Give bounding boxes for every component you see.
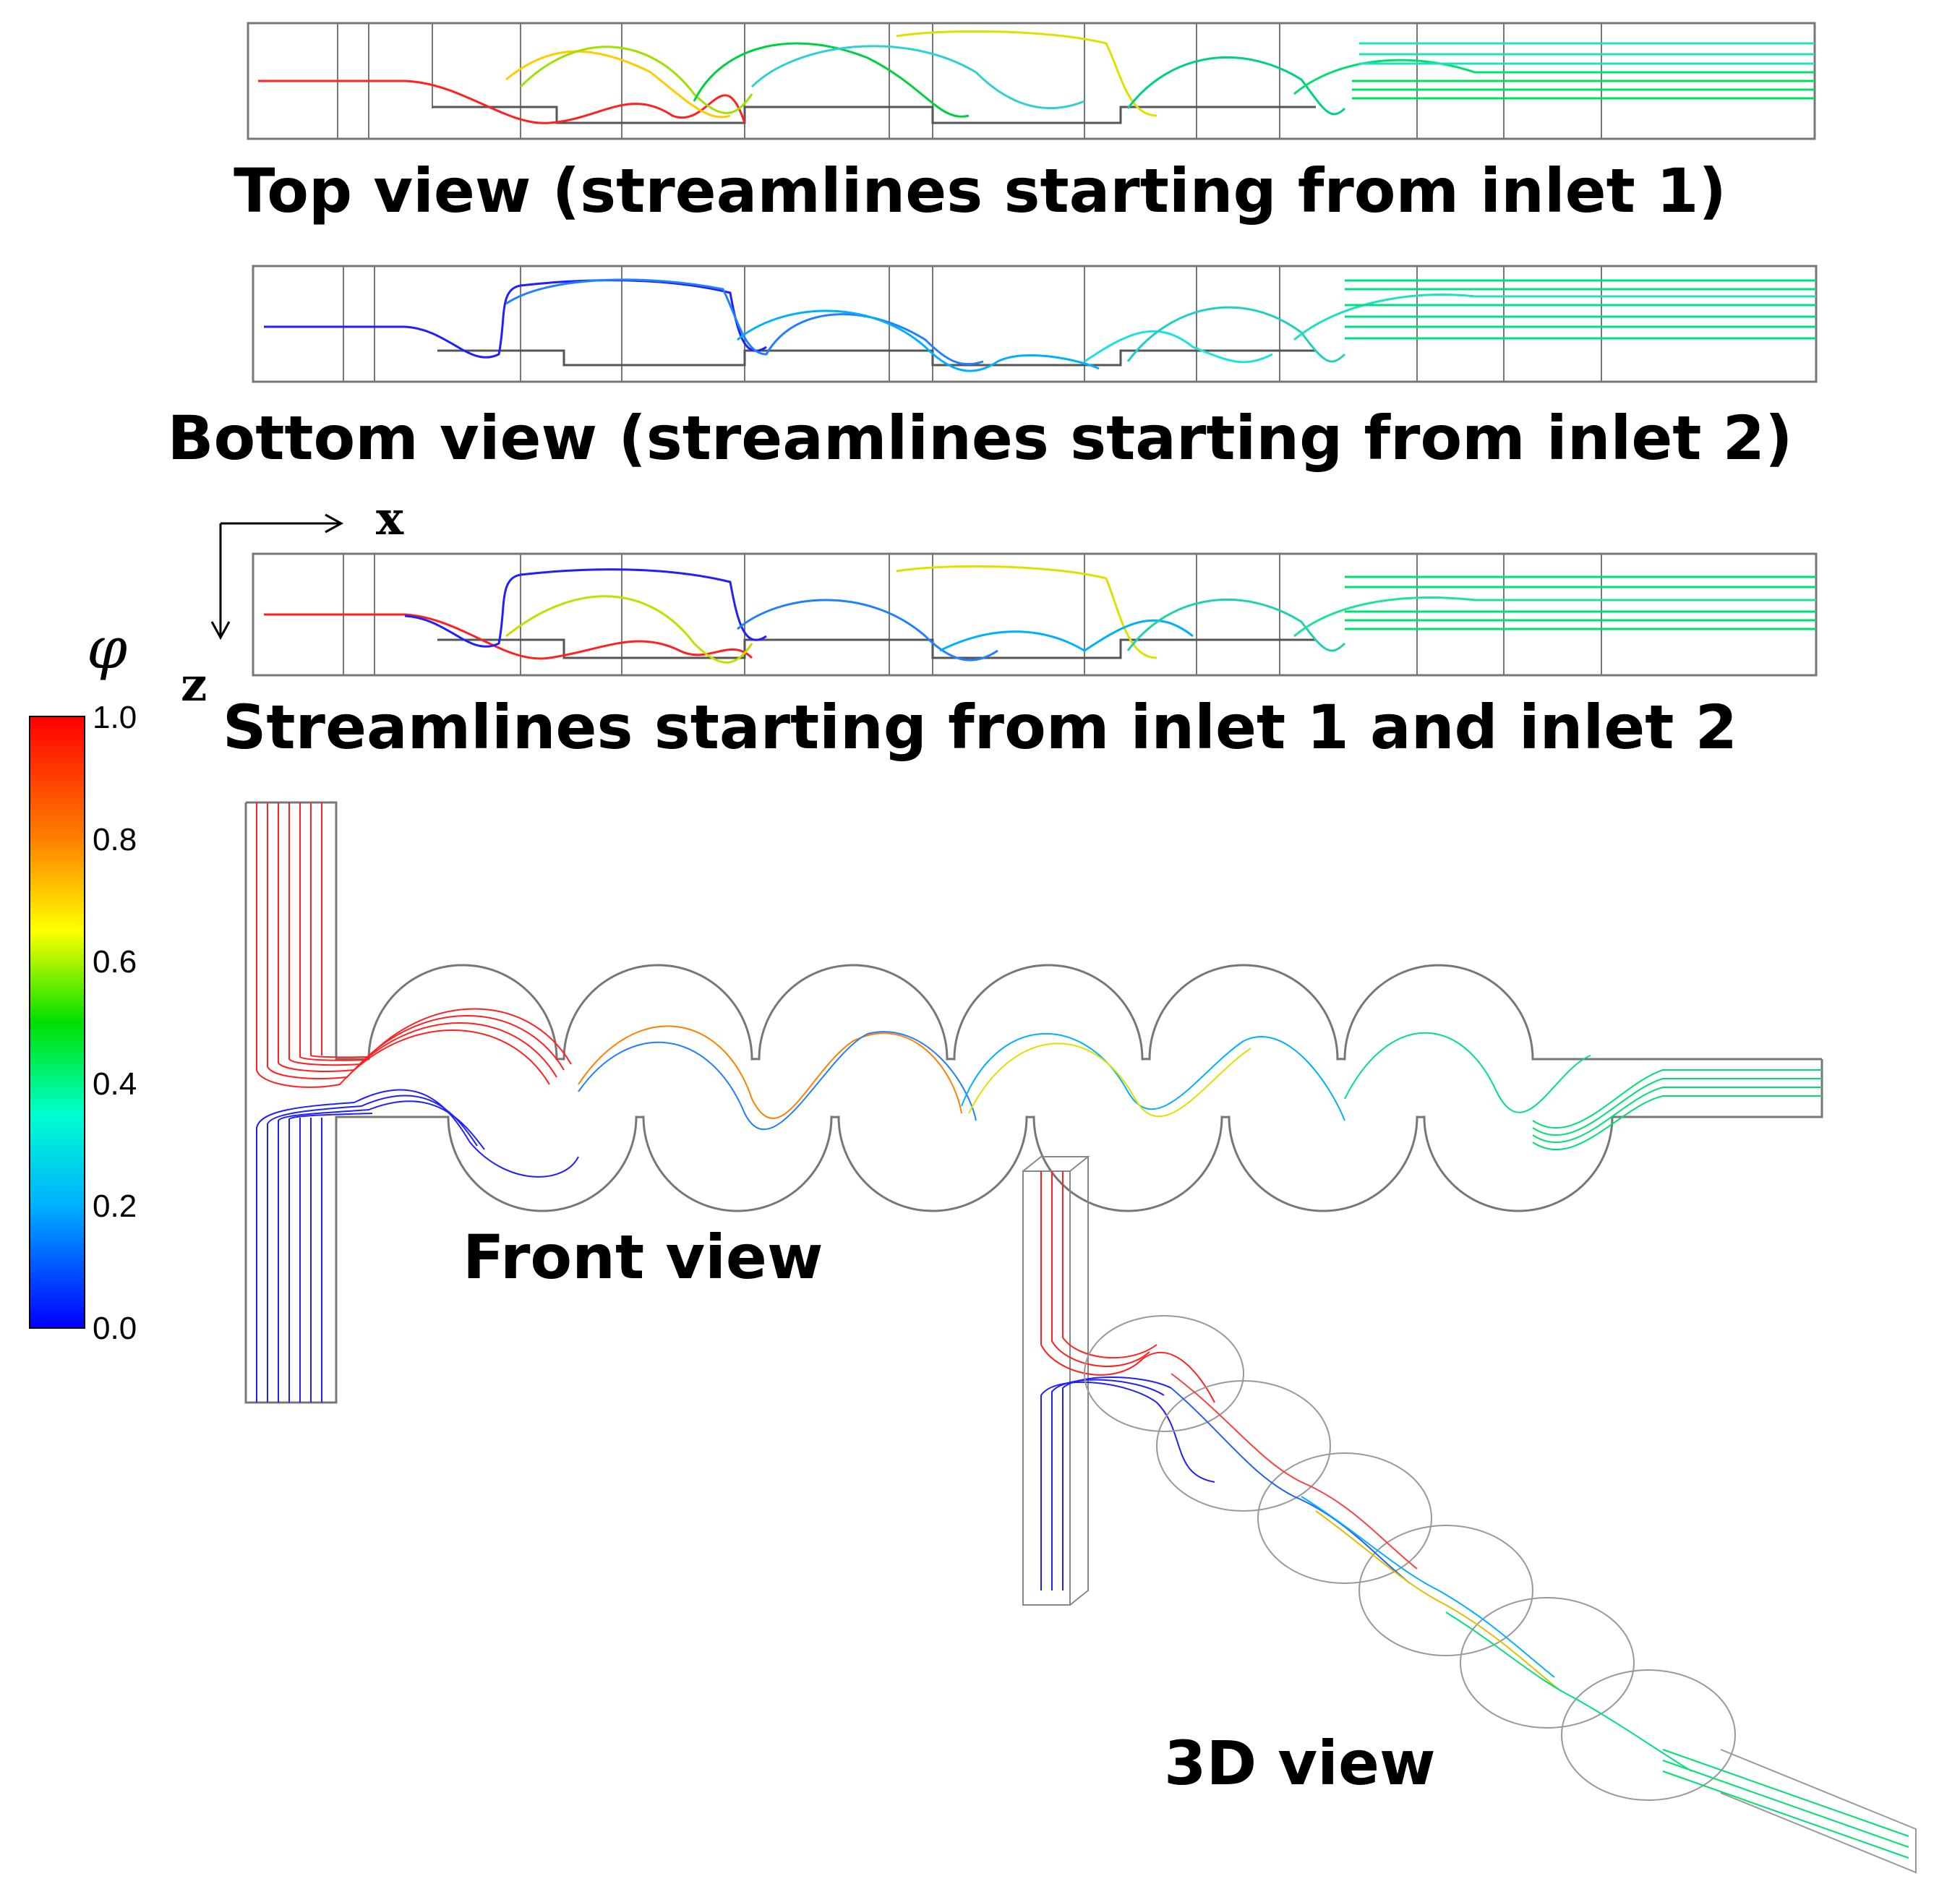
colorbar-tick: 0.0 [93, 1311, 137, 1346]
three-d-view-caption: 3D view [1164, 1728, 1436, 1799]
front-view-panel: Front view [0, 781, 1960, 1431]
combined-view-caption: Streamlines starting from inlet 1 and in… [222, 692, 1738, 763]
three-d-view-figure [1022, 1156, 1917, 1874]
z-axis-label: z [181, 658, 207, 712]
inlet2-streamline [264, 279, 767, 359]
colorbar-tick: 0.8 [93, 822, 137, 857]
bottom-view-caption: Bottom view (streamlines starting from i… [167, 403, 1793, 474]
combined-view-figure [252, 552, 1818, 677]
inlet1-streamline [258, 80, 746, 124]
colorbar: φ 1.0 0.8 0.6 0.4 0.2 0.0 [22, 615, 181, 1359]
colorbar-tick: 1.0 [93, 700, 137, 735]
axes-arrows [210, 513, 344, 641]
colorbar-tick: 0.4 [93, 1066, 137, 1102]
top-view-caption: Top view (streamlines starting from inle… [234, 155, 1726, 226]
three-d-view-panel: 3D view [0, 1156, 1960, 1884]
top-view-panel: Top view (streamlines starting from inle… [0, 0, 1960, 226]
front-view-caption: Front view [463, 1222, 823, 1293]
bottom-view-figure [252, 265, 1818, 383]
colorbar-tick: 0.2 [93, 1189, 137, 1224]
colorbar-tick: 0.6 [93, 944, 137, 980]
top-view-figure [247, 22, 1816, 140]
x-axis-label: x [376, 492, 404, 546]
combined-view-panel: Streamlines starting from inlet 1 and in… [0, 549, 1960, 766]
axes-indicator: x z [174, 492, 434, 723]
front-view-figure [244, 801, 1823, 1404]
colorbar-gradient [29, 716, 85, 1329]
phi-symbol: φ [87, 615, 128, 682]
bottom-view-panel: Bottom view (streamlines starting from i… [0, 260, 1960, 474]
